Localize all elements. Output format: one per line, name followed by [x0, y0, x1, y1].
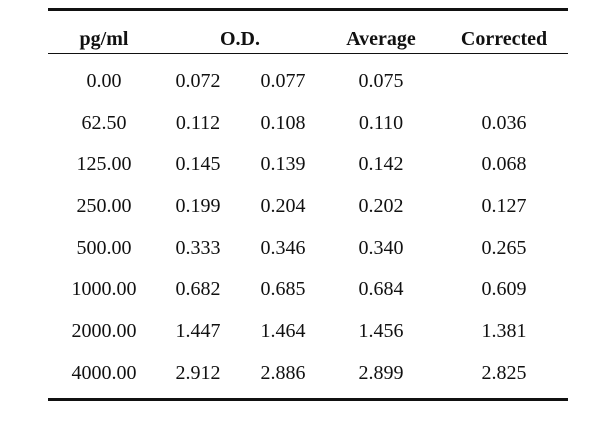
- cell-od-replicate-2: 0.108: [260, 111, 306, 134]
- header-corrected: Corrected: [460, 28, 548, 50]
- cell-od-replicate-1: 0.199: [175, 195, 221, 218]
- cell-corrected: 0.609: [481, 278, 527, 301]
- table-row: 2000.00 1.447 1.464 1.456 1.381: [48, 312, 568, 354]
- cell-concentration: 500.00: [76, 236, 132, 259]
- cell-od-replicate-1: 0.112: [175, 111, 221, 134]
- cell-concentration: 250.00: [76, 195, 132, 218]
- cell-od-replicate-1: 1.447: [175, 320, 221, 343]
- table-row: 250.00 0.199 0.204 0.202 0.127: [48, 187, 568, 229]
- table-header-row: pg/ml O.D. Average Corrected: [48, 11, 568, 53]
- table-row: 4000.00 2.912 2.886 2.899 2.825: [48, 354, 568, 396]
- cell-concentration: 0.00: [86, 70, 122, 92]
- cell-od-replicate-2: 0.346: [260, 236, 306, 259]
- cell-average: 2.899: [358, 361, 404, 384]
- cell-od-replicate-1: 0.682: [175, 278, 221, 301]
- cell-concentration: 62.50: [81, 111, 127, 134]
- cell-od-replicate-1: 0.333: [175, 236, 221, 259]
- cell-od-replicate-2: 0.139: [260, 153, 306, 176]
- cell-average: 0.340: [358, 236, 404, 259]
- cell-average: 0.075: [358, 70, 404, 92]
- cell-concentration: 2000.00: [71, 320, 137, 343]
- table-row: 62.50 0.112 0.108 0.110 0.036: [48, 104, 568, 146]
- table-row: 1000.00 0.682 0.685 0.684 0.609: [48, 270, 568, 312]
- cell-concentration: 4000.00: [71, 361, 137, 384]
- cell-concentration: 125.00: [76, 153, 132, 176]
- table-body: 0.00 0.072 0.077 0.075 62.50 0.112 0.108 0.110 0…: [48, 62, 568, 396]
- cell-od-replicate-1: 0.145: [175, 153, 221, 176]
- cell-corrected: 0.265: [481, 236, 527, 259]
- cell-corrected: 0.127: [481, 195, 527, 218]
- cell-od-replicate-2: 2.886: [260, 361, 306, 384]
- cell-average: 0.684: [358, 278, 404, 301]
- cell-average: 1.456: [358, 320, 404, 343]
- cell-average: 0.202: [358, 195, 404, 218]
- table-bottom-rule: [48, 397, 568, 401]
- cell-od-replicate-2: 1.464: [260, 320, 306, 343]
- table-header-rule: [48, 53, 568, 54]
- cell-od-replicate-2: 0.685: [260, 278, 306, 301]
- cell-corrected: 1.381: [481, 320, 527, 343]
- table-row: 0.00 0.072 0.077 0.075: [48, 62, 568, 104]
- cell-od-replicate-1: 0.072: [175, 70, 221, 92]
- table-row: 125.00 0.145 0.139 0.142 0.068: [48, 145, 568, 187]
- cell-average: 0.142: [358, 153, 404, 176]
- cell-od-replicate-1: 2.912: [175, 361, 221, 384]
- table-row: 500.00 0.333 0.346 0.340 0.265: [48, 229, 568, 271]
- cell-corrected: 0.036: [481, 111, 527, 134]
- table-top-rule: [48, 8, 568, 11]
- cell-corrected: 0.068: [481, 153, 527, 176]
- cell-od-replicate-2: 0.077: [260, 70, 306, 92]
- standard-curve-table: pg/ml O.D. Average Corrected 0.00 0.072 0.…: [48, 8, 568, 401]
- cell-od-replicate-2: 0.204: [260, 195, 306, 218]
- header-average: Average: [346, 28, 416, 50]
- cell-average: 0.110: [358, 111, 404, 134]
- header-concentration: pg/ml: [79, 28, 129, 50]
- cell-corrected: 2.825: [481, 361, 527, 384]
- cell-concentration: 1000.00: [71, 278, 137, 301]
- header-od: O.D.: [220, 28, 260, 50]
